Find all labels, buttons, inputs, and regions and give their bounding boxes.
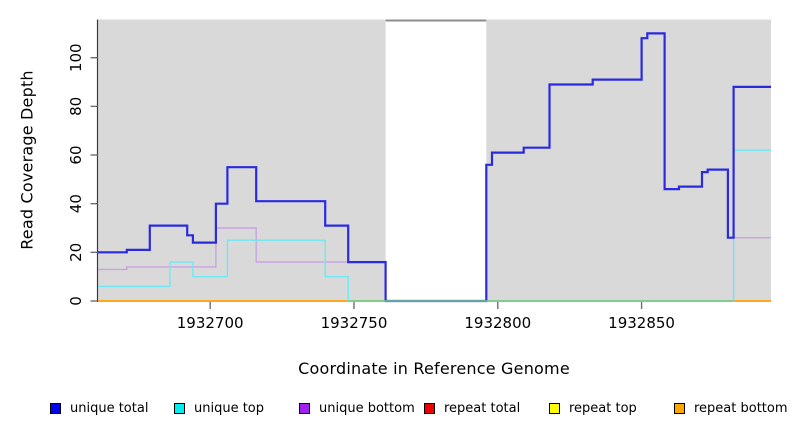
legend-label: repeat total	[444, 400, 521, 416]
x-tick-label: 1932800	[464, 314, 531, 332]
legend-item-repeat-bottom: repeat bottom	[674, 399, 788, 417]
x-tick-label: 1932850	[608, 314, 675, 332]
y-tick-label: 20	[67, 243, 85, 262]
coverage-chart-canvas: 0 20 40 60 80 100 1932700 1932750 1932800 1932850	[67, 19, 771, 332]
legend: unique total unique top unique bottom repea…	[0, 399, 792, 419]
legend-item-unique-total: unique total	[50, 399, 148, 417]
legend-item-repeat-total: repeat total	[424, 399, 520, 417]
legend-swatch-icon	[299, 402, 310, 414]
x-tick-label: 1932750	[321, 314, 388, 332]
legend-item-unique-bottom: unique bottom	[299, 399, 415, 417]
y-tick-label: 40	[67, 194, 85, 213]
y-tick-label: 100	[67, 43, 85, 72]
legend-item-unique-top: unique top	[174, 399, 264, 417]
y-tick-label: 0	[67, 296, 85, 306]
legend-label: repeat bottom	[694, 400, 788, 416]
series-line-unique-total	[98, 32, 771, 303]
legend-swatch-icon	[674, 402, 685, 414]
legend-swatch-icon	[424, 402, 435, 414]
x-axis-title: Coordinate in Reference Genome	[298, 359, 570, 378]
uncovered-gap-band	[385, 19, 487, 302]
legend-label: unique top	[194, 400, 265, 416]
legend-swatch-icon	[50, 402, 61, 414]
legend-swatch-icon	[174, 402, 185, 414]
legend-item-repeat-top: repeat top	[549, 399, 637, 417]
legend-label: unique bottom	[319, 400, 415, 416]
x-tick-label: 1932700	[177, 314, 244, 332]
legend-label: unique total	[70, 400, 149, 416]
legend-swatch-icon	[549, 402, 560, 414]
legend-label: repeat top	[569, 400, 637, 416]
y-tick-label: 60	[67, 145, 85, 164]
y-axis-title: Read Coverage Depth	[17, 70, 37, 250]
y-tick-label: 80	[67, 97, 85, 116]
